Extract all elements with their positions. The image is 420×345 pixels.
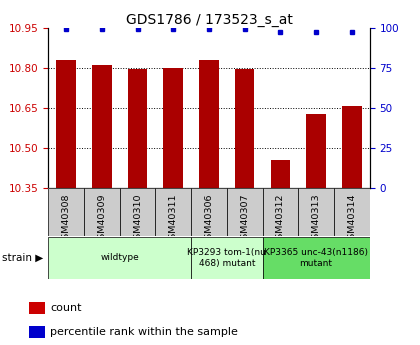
Text: KP3365 unc-43(n1186)
mutant: KP3365 unc-43(n1186) mutant — [264, 248, 368, 268]
Bar — [48, 188, 84, 236]
Bar — [262, 237, 370, 279]
Bar — [191, 188, 227, 236]
Bar — [191, 237, 262, 279]
Bar — [29, 326, 45, 338]
Bar — [270, 160, 290, 188]
Text: GSM40307: GSM40307 — [240, 194, 249, 245]
Bar — [56, 60, 76, 188]
Text: GSM40311: GSM40311 — [169, 194, 178, 245]
Text: count: count — [50, 303, 81, 313]
Bar — [342, 107, 362, 188]
Text: GSM40313: GSM40313 — [312, 194, 320, 245]
Bar — [298, 188, 334, 236]
Bar — [262, 188, 298, 236]
Text: wildtype: wildtype — [100, 253, 139, 263]
Text: GSM40308: GSM40308 — [62, 194, 71, 245]
Bar — [334, 188, 370, 236]
Bar — [306, 115, 326, 188]
Text: strain ▶: strain ▶ — [2, 253, 43, 263]
Bar — [199, 60, 219, 188]
Title: GDS1786 / 173523_s_at: GDS1786 / 173523_s_at — [126, 12, 292, 27]
Bar — [92, 65, 112, 188]
Text: KP3293 tom-1(nu
468) mutant: KP3293 tom-1(nu 468) mutant — [187, 248, 266, 268]
Bar — [48, 237, 191, 279]
Bar — [84, 188, 120, 236]
Text: GSM40306: GSM40306 — [205, 194, 213, 245]
Bar — [227, 188, 262, 236]
Text: GSM40312: GSM40312 — [276, 194, 285, 245]
Bar — [155, 188, 191, 236]
Text: percentile rank within the sample: percentile rank within the sample — [50, 327, 238, 337]
Text: GSM40314: GSM40314 — [347, 194, 356, 245]
Bar — [235, 69, 255, 188]
Text: GSM40310: GSM40310 — [133, 194, 142, 245]
Bar — [120, 188, 155, 236]
Text: GSM40309: GSM40309 — [97, 194, 106, 245]
Bar — [128, 69, 147, 188]
Bar — [163, 68, 183, 188]
Bar — [29, 302, 45, 314]
